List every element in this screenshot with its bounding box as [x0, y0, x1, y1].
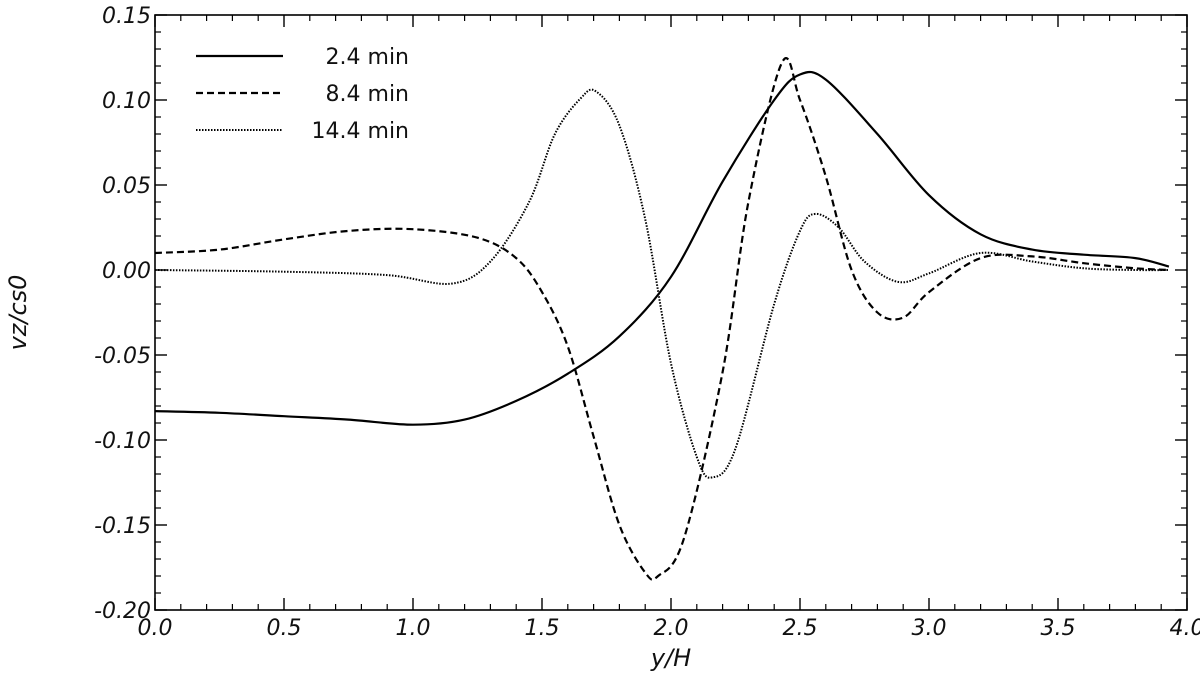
- x-tick-label: 2.0: [654, 616, 689, 641]
- series-line-2: [154, 57, 1169, 581]
- x-tick-label: 1.0: [396, 616, 431, 641]
- y-tick-label: 0.15: [102, 4, 151, 29]
- y-tick-label: 0.00: [102, 259, 151, 284]
- x-tick-label: 0.0: [138, 616, 173, 641]
- legend: 2.4 min 8.4 min 14.4 min: [196, 45, 409, 144]
- y-tick-label: -0.15: [94, 514, 151, 539]
- y-axis-title: vz/cs0: [4, 275, 32, 351]
- y-tick-label: 0.10: [102, 89, 151, 114]
- series-line-3: [154, 88, 1169, 479]
- x-tick-label: 3.0: [912, 616, 947, 641]
- x-tick-label: 4.0: [1170, 616, 1200, 641]
- series-line-1: [154, 70, 1170, 426]
- x-tick-label: 3.5: [1041, 616, 1076, 641]
- legend-label-2: 8.4 min: [326, 82, 409, 107]
- plot-frame: [154, 14, 1188, 611]
- series-lines: [154, 57, 1170, 581]
- x-tick-label: 1.5: [525, 616, 560, 641]
- x-tick-label: 0.5: [267, 616, 302, 641]
- y-tick-label: -0.10: [94, 429, 151, 454]
- legend-label-3: 14.4 min: [312, 119, 409, 144]
- y-tick-label: -0.05: [94, 344, 151, 369]
- x-tick-label: 2.5: [783, 616, 818, 641]
- x-axis-title: y/H: [650, 644, 691, 672]
- legend-label-1: 2.4 min: [326, 45, 409, 70]
- plot-border: [154, 14, 1188, 611]
- y-tick-label: 0.05: [102, 174, 151, 199]
- axis-ticks: 0.0 0.5 1.0 1.5 2.0 2.5 3.0 3.5 4.0 -0.20 -0.15 -0.…: [94, 4, 1200, 641]
- y-tick-label: -0.20: [94, 599, 151, 624]
